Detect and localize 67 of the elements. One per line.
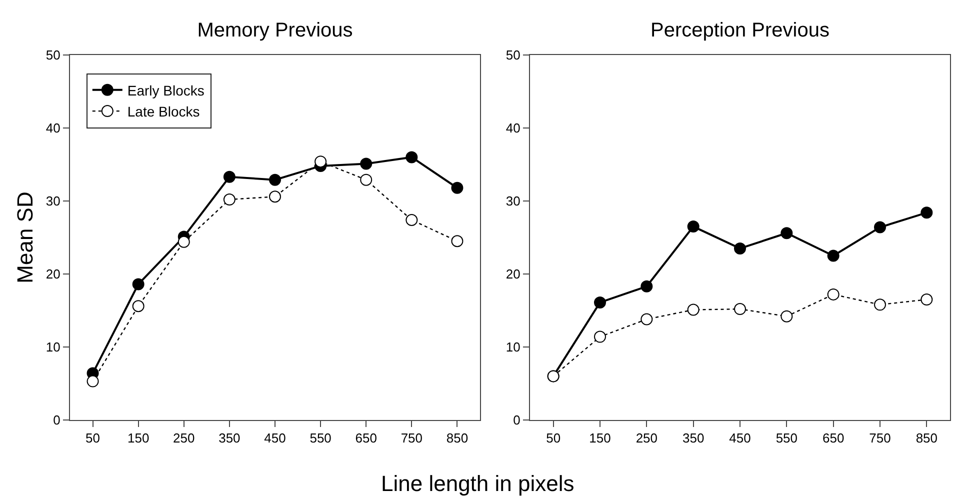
chart-title: Perception Previous [650, 20, 830, 42]
point [406, 214, 418, 226]
point [132, 300, 144, 312]
y-tick-label: 0 [53, 412, 60, 428]
legend-label: Early Blocks [127, 82, 204, 98]
x-tick-label: 550 [310, 430, 332, 446]
x-tick-label: 450 [729, 430, 751, 446]
y-tick-label: 20 [506, 266, 520, 282]
y-tick-label: 10 [506, 340, 520, 355]
y-tick-label: 30 [46, 194, 60, 209]
point [314, 156, 327, 168]
point [780, 227, 793, 240]
point [406, 151, 418, 164]
x-tick-label: 50 [546, 430, 561, 446]
x-tick-label: 450 [264, 430, 286, 446]
point [360, 158, 372, 170]
x-tick-label: 350 [682, 430, 704, 446]
point [178, 236, 190, 248]
x-tick-label: 750 [869, 430, 891, 446]
y-tick-label: 50 [506, 48, 520, 63]
y-tick-label: 40 [46, 120, 60, 136]
x-tick-label: 850 [446, 430, 468, 446]
x-tick-label: 150 [589, 430, 611, 446]
x-tick-label: 550 [776, 430, 798, 446]
x-tick-label: 350 [218, 430, 240, 446]
x-tick-label: 150 [127, 430, 150, 446]
point [640, 313, 653, 326]
point [827, 250, 840, 262]
point [874, 221, 886, 234]
point [451, 182, 464, 194]
x-tick-label: 650 [822, 430, 844, 446]
x-tick-label: 250 [636, 430, 658, 446]
point [734, 303, 746, 316]
point [86, 375, 99, 388]
point [132, 278, 144, 290]
chart-title: Memory Previous [197, 20, 353, 42]
point [827, 288, 840, 300]
point [451, 235, 464, 248]
point [269, 190, 281, 203]
x-axis-title: Line length in pixels [381, 471, 574, 496]
point [920, 206, 933, 219]
x-tick-label: 650 [355, 430, 377, 446]
y-tick-label: 10 [46, 340, 60, 355]
point [874, 298, 886, 311]
legend-label: Late Blocks [127, 104, 200, 120]
point [640, 280, 653, 292]
point [360, 174, 372, 186]
point [594, 296, 606, 308]
point [920, 294, 933, 306]
point [734, 242, 746, 254]
x-tick-label: 250 [173, 430, 195, 446]
y-tick-label: 50 [46, 48, 60, 63]
x-tick-label: 850 [916, 430, 938, 446]
y-tick-label: 40 [506, 120, 520, 136]
x-tick-label: 50 [86, 430, 100, 446]
point [269, 174, 281, 186]
y-tick-label: 20 [46, 266, 60, 282]
y-tick-label: 0 [513, 412, 520, 428]
y-axis-title: Mean SD [12, 192, 38, 284]
point [780, 310, 793, 322]
point [223, 194, 236, 206]
x-tick-label: 750 [400, 430, 423, 446]
y-tick-label: 30 [506, 194, 520, 209]
point [687, 220, 700, 233]
point [687, 304, 700, 316]
point [594, 330, 606, 343]
point [223, 170, 236, 183]
